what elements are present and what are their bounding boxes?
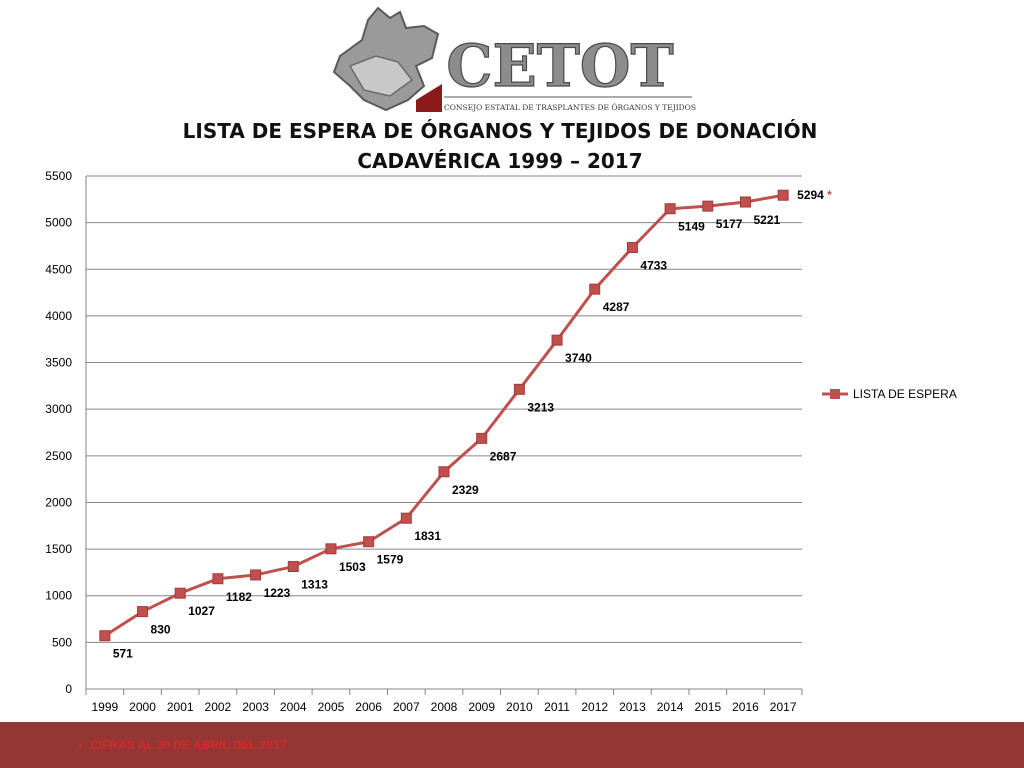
data-point-marker	[551, 334, 563, 346]
y-tick-label: 0	[65, 682, 72, 696]
data-label: 1313	[301, 578, 328, 592]
legend-label: LISTA DE ESPERA	[853, 387, 957, 401]
data-label: 1831	[414, 529, 441, 543]
data-point-marker	[626, 242, 638, 254]
data-point-marker	[250, 569, 262, 581]
x-tick-label: 2000	[129, 700, 156, 714]
x-tick-label: 2008	[431, 700, 458, 714]
x-tick-label: 2001	[167, 700, 194, 714]
data-label: 1223	[264, 586, 291, 600]
x-tick-label: 2012	[581, 700, 608, 714]
x-tick-label: 2007	[393, 700, 420, 714]
footnote: CIFRAS AL 30 DE ABRIL DEL 2017	[78, 738, 287, 752]
data-label: 3740	[565, 351, 592, 365]
data-label: 5221	[753, 213, 780, 227]
data-label: 1027	[188, 604, 215, 618]
data-point-marker	[212, 573, 224, 585]
data-label: 830	[151, 623, 171, 637]
x-tick-label: 2014	[657, 700, 684, 714]
data-label: 1579	[377, 553, 404, 567]
logo-subtitle: CONSEJO ESTATAL DE TRASPLANTES DE ÓRGANO…	[444, 103, 696, 112]
data-point-marker	[476, 432, 488, 444]
data-label: 5294	[797, 188, 824, 202]
data-point-marker	[174, 587, 186, 599]
y-tick-label: 5000	[45, 216, 72, 230]
x-tick-label: 2003	[242, 700, 269, 714]
data-label: 5177	[716, 217, 743, 231]
data-label: 4733	[640, 259, 667, 273]
y-tick-label: 500	[52, 635, 72, 649]
y-tick-label: 4500	[45, 262, 72, 276]
data-point-marker	[99, 630, 111, 642]
y-tick-label: 3500	[45, 356, 72, 370]
data-point-marker	[664, 203, 676, 215]
data-point-marker	[702, 200, 714, 212]
data-label: 4287	[603, 300, 630, 314]
x-tick-label: 2009	[468, 700, 495, 714]
data-point-marker	[739, 196, 751, 208]
data-point-marker	[363, 536, 375, 548]
data-point-marker	[325, 543, 337, 555]
data-label: 2329	[452, 483, 479, 497]
data-label: 3213	[527, 400, 554, 414]
x-tick-label: 2016	[732, 700, 759, 714]
x-tick-label: 2011	[544, 700, 570, 714]
chart-title-line-2: CADAVÉRICA 1999 – 2017	[357, 149, 643, 173]
data-point-marker	[513, 383, 525, 395]
footer-bar: CIFRAS AL 30 DE ABRIL DEL 2017	[0, 722, 1024, 768]
y-tick-label: 3000	[45, 402, 72, 416]
data-point-marker	[438, 466, 450, 478]
x-tick-label: 1999	[91, 700, 118, 714]
chart-title: LISTA DE ESPERA DE ÓRGANOS Y TEJIDOS DE …	[150, 116, 850, 176]
cetot-logo: CETOT CONSEJO ESTATAL DE TRASPLANTES DE …	[320, 0, 700, 116]
y-tick-label: 1000	[45, 589, 72, 603]
y-tick-label: 4000	[45, 309, 72, 323]
x-tick-label: 2010	[506, 700, 533, 714]
x-tick-label: 2013	[619, 700, 646, 714]
line-chart: 0 500 1000 1500 2000 2500 3000 3500 4000 4500 5000…	[0, 160, 1024, 720]
data-point-marker	[589, 283, 601, 295]
chart-svg: 0 500 1000 1500 2000 2500 3000 3500 4000 4500 5000…	[45, 169, 957, 714]
x-tick-label: 2017	[770, 700, 797, 714]
x-tick-label: 2015	[694, 700, 721, 714]
data-label: 571	[113, 647, 133, 661]
data-label: 1182	[226, 590, 252, 604]
legend-marker	[830, 389, 840, 399]
series-line-lista-de-espera	[104, 193, 784, 638]
chart-title-line-1: LISTA DE ESPERA DE ÓRGANOS Y TEJIDOS DE …	[182, 119, 818, 143]
data-label: 5149	[678, 220, 705, 234]
x-tick-label: 2006	[355, 700, 382, 714]
data-label: 1503	[339, 560, 366, 574]
data-point-marker	[777, 189, 789, 201]
logo-name: CETOT	[446, 32, 673, 100]
data-point-marker	[137, 606, 149, 618]
data-label: 2687	[490, 449, 517, 463]
y-tick-label: 5500	[45, 169, 72, 183]
y-tick-label: 1500	[45, 542, 72, 556]
y-tick-label: 2500	[45, 449, 72, 463]
x-tick-label: 2002	[205, 700, 232, 714]
data-point-marker	[400, 512, 412, 524]
x-tick-label: 2005	[318, 700, 345, 714]
x-tick-label: 2004	[280, 700, 307, 714]
data-point-marker	[287, 561, 299, 573]
footnote-asterisk: *	[827, 188, 832, 202]
y-tick-label: 2000	[45, 495, 72, 509]
